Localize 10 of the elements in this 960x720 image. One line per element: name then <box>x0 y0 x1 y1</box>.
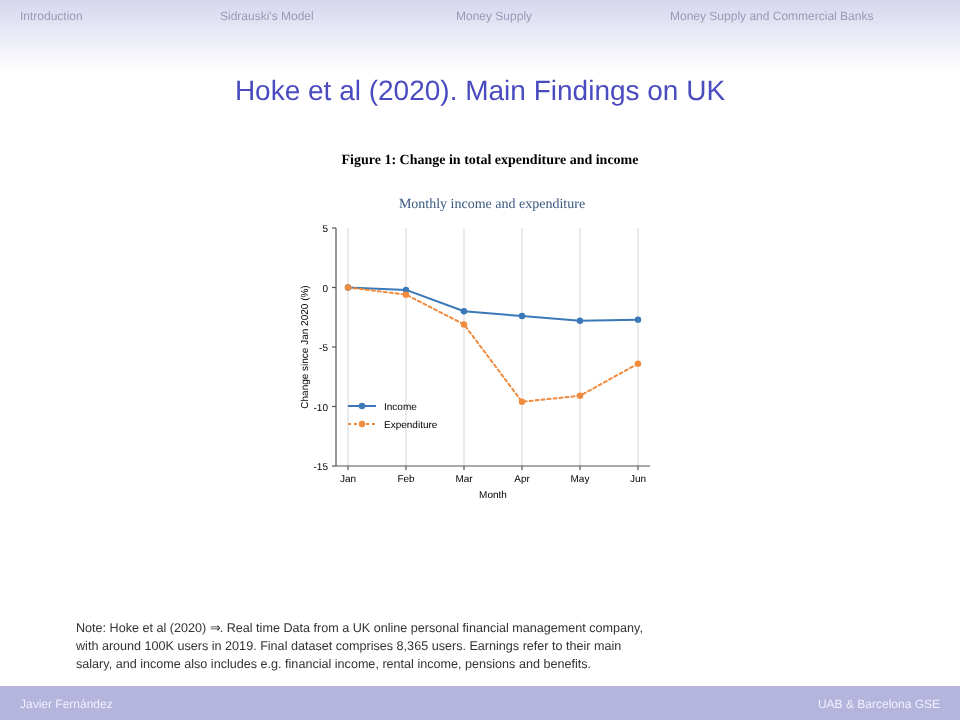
point <box>634 360 642 367</box>
point <box>460 321 468 328</box>
point <box>518 312 526 320</box>
point <box>402 291 410 298</box>
point <box>576 317 584 325</box>
point <box>518 398 526 405</box>
point <box>576 392 584 399</box>
point <box>634 316 642 323</box>
point <box>460 308 468 315</box>
text: Hoke et al (2020). Main Findings on UK <box>234 74 727 106</box>
